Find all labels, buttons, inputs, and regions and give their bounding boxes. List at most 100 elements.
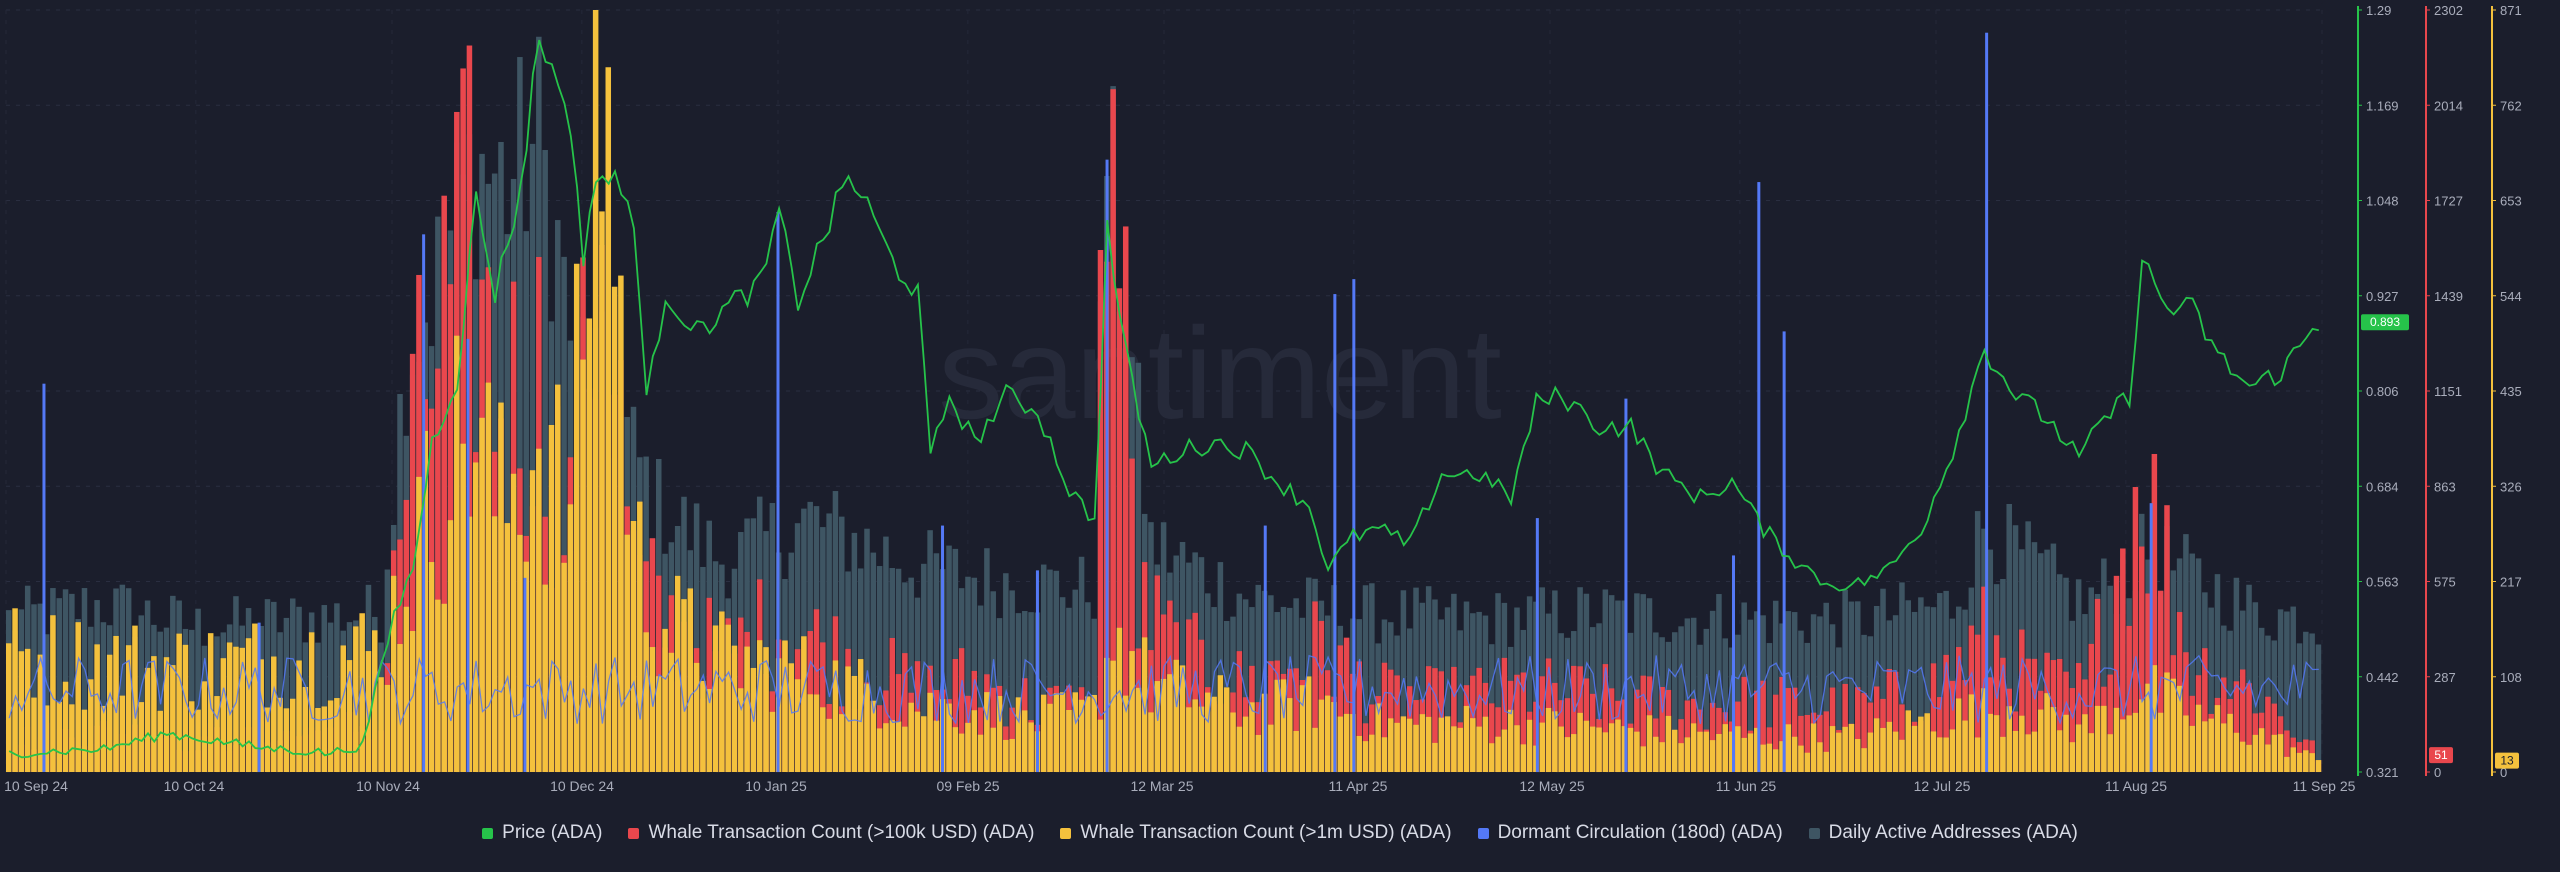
whale-1m-bar: [498, 402, 504, 772]
whale-100k-bar: [1564, 698, 1571, 772]
whale-1m-bar: [1205, 692, 1211, 772]
whale-100k-bar: [1432, 668, 1438, 772]
whale-1m-bar: [1457, 727, 1463, 772]
whale-1m-bar: [214, 696, 220, 772]
whale-1m-bar: [1804, 752, 1811, 772]
whale-1m-bar: [2170, 678, 2177, 772]
whale-1m-bar: [1779, 741, 1785, 772]
whale-1m-bar: [618, 275, 624, 772]
whale-1m-bar: [1154, 681, 1161, 772]
whale-1m-bar: [182, 644, 189, 772]
whale-1m-bar: [334, 698, 340, 772]
daily-active-addresses-bar: [2038, 553, 2044, 772]
whale-1m-bar: [384, 684, 391, 772]
daily-active-addresses-bar: [2315, 644, 2322, 772]
whale-1m-bar: [700, 680, 706, 772]
legend-item-dormant-circulation[interactable]: Dormant Circulation (180d) (ADA): [1477, 822, 1783, 844]
whale-1m-bar: [1167, 674, 1173, 772]
whale-1m-bar: [839, 714, 845, 772]
daily-active-addresses-bar: [2031, 542, 2038, 772]
whale-1m-bar: [649, 647, 656, 772]
whale-1m-bar: [1040, 694, 1047, 772]
whale-1m-bar: [302, 686, 309, 772]
whale-100k-axis-tick-label: 1151: [2434, 384, 2462, 399]
whale-1m-bar: [1728, 731, 1735, 772]
daily-active-addresses-bar: [1009, 590, 1015, 772]
daily-active-addresses-bar: [2006, 503, 2012, 772]
whale-1m-bar: [630, 520, 637, 772]
daily-active-addresses-bar: [2208, 607, 2214, 772]
whale-1m-bar: [1690, 723, 1697, 772]
daily-active-addresses-bar: [1003, 573, 1009, 772]
whale-1m-bar: [2113, 707, 2120, 772]
daily-active-addresses-bar: [56, 598, 62, 772]
whale-1m-bar: [2202, 721, 2208, 772]
whale-1m-bar: [2315, 760, 2322, 772]
daily-active-addresses-bar: [1703, 628, 1710, 772]
whale-100k-bar: [952, 659, 959, 772]
price-current-label: 0.893: [2370, 315, 2400, 329]
whale-1m-bar: [365, 651, 372, 772]
daily-active-addresses-bar: [1608, 595, 1615, 772]
daily-active-addresses-bar: [62, 589, 69, 772]
whale-1m-bar: [43, 705, 50, 772]
whale-1m-bar: [1968, 694, 1975, 772]
daily-active-addresses-bar: [1211, 607, 1217, 772]
whale-1m-current-label: 13: [2500, 754, 2514, 768]
daily-active-addresses-bar: [1810, 614, 1817, 772]
daily-active-addresses-bar: [2025, 521, 2031, 772]
whale-100k-bar: [1602, 664, 1609, 772]
whale-1m-bar: [984, 692, 990, 772]
whale-100k-bar: [1110, 89, 1116, 773]
whale-1m-bar: [289, 698, 296, 772]
whale-1m-bar: [548, 424, 555, 772]
daily-active-addresses-bar: [826, 513, 832, 772]
whale-1m-bar: [2145, 683, 2151, 772]
legend-item-price[interactable]: Price (ADA): [482, 822, 602, 844]
whale-1m-bar: [2120, 719, 2126, 772]
daily-active-addresses-bar: [1369, 583, 1375, 772]
whale-1m-bar: [1059, 692, 1066, 772]
whale-1m-bar: [1318, 699, 1325, 772]
daily-active-addresses-bar: [984, 548, 990, 772]
legend-item-whale-100k[interactable]: Whale Transaction Count (>100k USD) (ADA…: [628, 822, 1034, 844]
whale-1m-bar: [599, 211, 605, 772]
whale-1m-bar: [2006, 706, 2012, 772]
daily-active-addresses-bar: [1690, 617, 1697, 772]
whale-1m-bar: [958, 733, 965, 772]
whale-1m-bar: [977, 734, 984, 772]
daily-active-addresses-bar: [1457, 630, 1463, 772]
whale-100k-bar: [2075, 663, 2082, 772]
whale-100k-bar: [2107, 674, 2113, 772]
whale-1m-bar: [422, 430, 429, 772]
whale-1m-bar: [763, 647, 769, 772]
whale-1m-bar: [1186, 707, 1192, 772]
daily-active-addresses-bar: [1766, 643, 1773, 772]
whale-1m-bar: [719, 611, 725, 772]
whale-100k-bar: [2019, 629, 2025, 772]
whale-1m-bar: [744, 646, 750, 772]
legend-item-whale-1m[interactable]: Whale Transaction Count (>1m USD) (ADA): [1060, 822, 1452, 844]
price-axis-tick-label: 0.321: [2366, 765, 2399, 780]
whale-1m-bar: [1085, 696, 1091, 772]
whale-1m-bar: [2284, 756, 2290, 772]
legend-item-daily-active-addresses[interactable]: Daily Active Addresses (ADA): [1808, 822, 2078, 844]
x-axis-tick-label: 11 Aug 25: [2105, 778, 2167, 794]
whale-1m-bar: [1962, 720, 1968, 772]
x-axis-tick-label: 12 Jul 25: [1914, 778, 1971, 794]
whale-1m-bar: [769, 711, 776, 772]
daily-active-addresses-bar: [908, 577, 914, 772]
dormant-circulation-spike: [466, 338, 470, 772]
whale-1m-bar: [1097, 719, 1104, 772]
whale-100k-bar: [1684, 700, 1691, 772]
whale-1m-bar: [1293, 730, 1299, 772]
whale-100k-bar: [1886, 668, 1893, 772]
daily-active-addresses-bar: [895, 568, 902, 772]
daily-active-addresses-bar: [700, 566, 706, 772]
whale-1m-bar: [1886, 721, 1893, 772]
whale-1m-bar: [687, 588, 694, 772]
whale-1m-bar: [277, 697, 283, 772]
daily-active-addresses-bar: [1880, 588, 1886, 772]
x-axis-tick-label: 11 Apr 25: [1329, 778, 1388, 794]
whale-1m-bar: [946, 703, 952, 772]
